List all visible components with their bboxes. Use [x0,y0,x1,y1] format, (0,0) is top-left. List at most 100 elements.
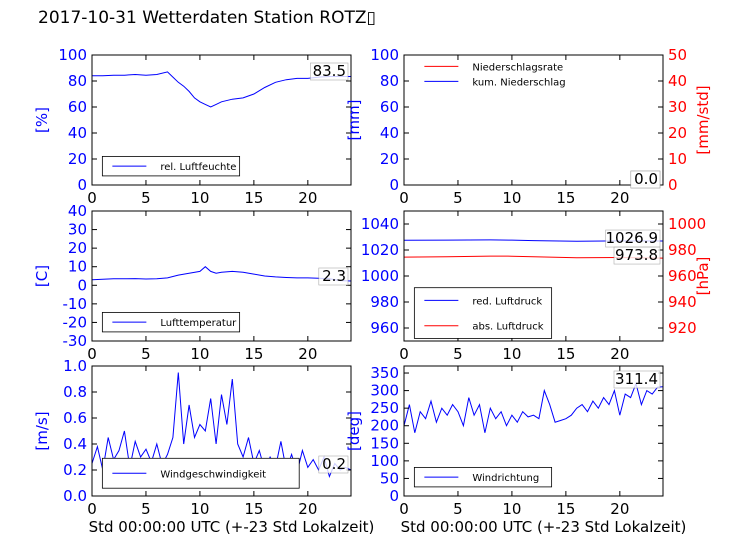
legend-frame [413,466,553,488]
x-tick-label: 20 [298,189,317,207]
x-tick-label: 20 [298,500,317,518]
y2-tick-label: 40 [668,72,687,90]
x-tick-label: 5 [141,189,151,207]
x-tick-label: 20 [298,345,317,363]
y-tick-label: 980 [370,293,399,311]
legend-frame [413,287,553,339]
legend: red. Luftdruck abs. Luftdruck [413,287,553,339]
panel-precipitation: 0 5 10 15 20 0 20 40 60 80 100 0 10 20 30 40 50 [mm] [mm/s… [345,46,712,207]
y-tick-label: 0 [77,276,87,294]
value-label: 2.3 [322,267,346,285]
value-label-2-box [630,170,661,189]
y-tick-label: 60 [380,98,399,116]
value-label-2-box [613,246,661,265]
x-tick-label: 15 [244,345,263,363]
y2-tick-label: 920 [668,319,697,337]
y2-tick-label: 30 [668,98,687,116]
y-tick-label: 60 [68,98,87,116]
x-tick-label: 0 [399,189,409,207]
panel-temperature: 0 5 10 15 20-30-20-10010203040[C]Lufttempera… [33,202,352,363]
x-tick-label: 10 [502,345,521,363]
y2-tick-label: 20 [668,124,687,142]
y2-tick-label: 1000 [668,215,706,233]
x-tick-label: 0 [87,189,97,207]
y-tick-label: 200 [370,417,399,435]
value-label-box [318,455,349,474]
y-axis-label: [C] [33,265,51,287]
y-tick-label: 10 [68,258,87,276]
y-tick-label: 20 [68,150,87,168]
value-label-2: 0.0 [634,170,658,188]
x-tick-label: 15 [244,189,263,207]
y2-tick-label: 0 [668,176,678,194]
x-tick-label: 15 [556,500,575,518]
x-tick-label: 5 [453,345,463,363]
x-axis-label: Std 00:00:00 UTC (+-23 Std Lokalzeit) [89,518,375,536]
y-tick-label: 0.6 [63,409,87,427]
y-tick-label: 0.8 [63,383,87,401]
legend: rel. Luftfeuchte [101,155,241,177]
y2-axis-label: [hPa] [694,257,712,296]
x-tick-label: 10 [502,189,521,207]
x-tick-label: 0 [87,345,97,363]
value-label: 1026.9 [606,229,659,247]
y2-tick-label: 50 [668,46,687,64]
value-label-2: 973.8 [615,246,658,264]
legend: Windgeschwindigkeit [101,457,300,489]
x-axis-label: Std 00:00:00 UTC (+-23 Std Lokalzeit) [401,518,687,536]
legend-label: Niederschlagsrate [472,62,563,73]
x-tick-label: 20 [610,500,629,518]
y-tick-label: 350 [370,364,399,382]
y-tick-label: 1040 [361,215,399,233]
series-line-0 [403,381,664,433]
y-tick-label: -30 [63,332,88,350]
plot-frame [403,365,664,497]
legend-frame [101,311,241,333]
x-tick-label: 15 [556,189,575,207]
y-tick-label: 20 [68,239,87,257]
legend-label: abs. Luftdruck [472,322,543,333]
y-tick-label: 20 [380,150,399,168]
y2-tick-label: 960 [668,267,697,285]
y2-axis-label: [mm/std] [694,85,712,154]
y-tick-label: 0 [77,176,87,194]
legend-label: Windrichtung [472,473,539,484]
series-line-0 [91,372,352,479]
plot-frame [91,54,352,186]
y-tick-label: 0 [389,176,399,194]
legend-label: Windgeschwindigkeit [160,469,266,480]
legend-label: red. Luftdruck [472,296,542,307]
y-tick-label: 0.0 [63,487,87,505]
panel-humidity: 0 5 10 15 20 0 20 40 60 80 100 [%] rel. Luftfeuchte 8… [33,46,352,207]
value-label-box [318,267,349,286]
x-tick-label: 5 [453,189,463,207]
y-tick-label: -10 [63,295,88,313]
value-label-box [613,370,661,389]
page-title: 2017-10-31 Wetterdaten Station ROTZ▯ [38,8,376,28]
x-tick-label: 15 [244,500,263,518]
x-tick-label: 5 [141,500,151,518]
legend-frame [101,155,241,177]
y-tick-label: 250 [370,399,399,417]
y-tick-label: 1000 [361,267,399,285]
y-tick-label: 100 [58,46,87,64]
y-axis-label: [%] [33,107,51,133]
y2-tick-label: 10 [668,150,687,168]
panel-wind_speed: 0 5 10 15 20 0.0 0.2 0.4 0.6 0.8 1.0 [m/s] Std 00:00… [33,357,374,536]
y-tick-label: 0 [389,487,399,505]
x-tick-label: 10 [190,189,209,207]
y-tick-label: 50 [380,469,399,487]
y-tick-label: 40 [380,124,399,142]
x-tick-label: 0 [87,500,97,518]
legend: Lufttemperatur [101,311,241,333]
value-label-box [310,62,349,81]
legend: Windrichtung [413,466,553,488]
y-axis-label: [m/s] [33,411,51,450]
y2-tick-label: 980 [668,241,697,259]
legend-label: Lufttemperatur [160,318,237,329]
x-tick-label: 15 [556,345,575,363]
y-tick-label: 100 [370,46,399,64]
y-tick-label: 80 [68,72,87,90]
y-tick-label: 100 [370,452,399,470]
